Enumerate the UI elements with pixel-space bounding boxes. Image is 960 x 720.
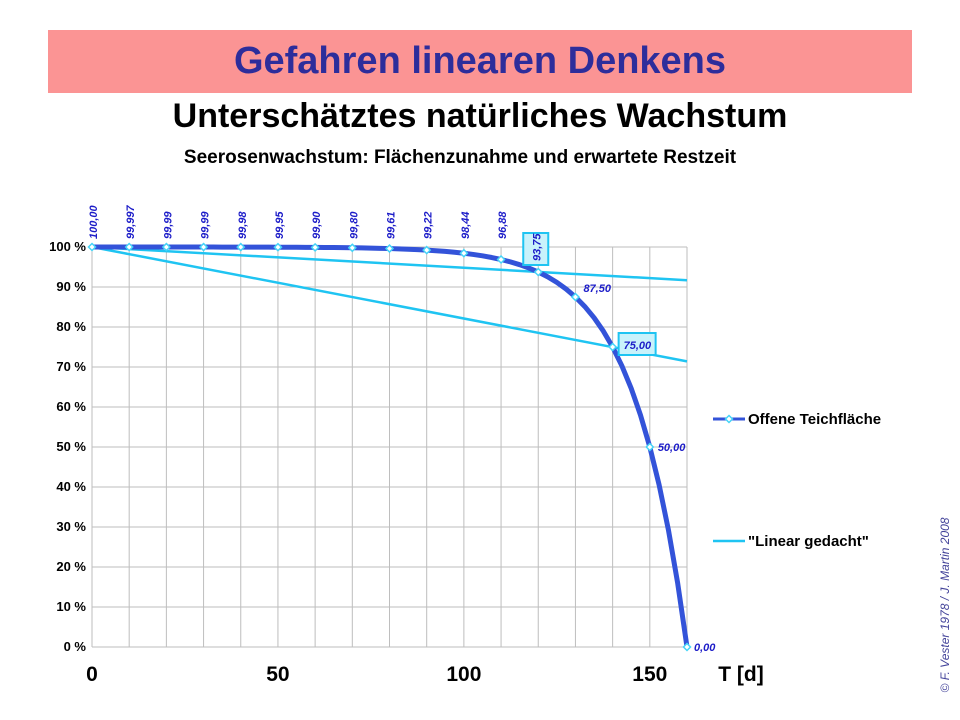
y-axis-tick-label: 80 % <box>56 319 86 334</box>
copyright-credit: © F. Vester 1978 / J. Martin 2008 <box>938 517 952 693</box>
x-axis-title: T [d] <box>718 663 764 686</box>
y-axis-tick-label: 60 % <box>56 399 86 414</box>
data-point-label: 99,90 <box>311 211 323 239</box>
data-point-label: 50,00 <box>658 442 686 454</box>
data-point-marker <box>496 254 506 265</box>
linear-gedacht-line <box>91 245 688 363</box>
data-point-label: 0,00 <box>694 642 716 654</box>
y-axis-tick-label: 70 % <box>56 359 86 374</box>
data-point-label: 98,44 <box>460 211 472 239</box>
x-axis-tick-label: 0 <box>86 663 98 686</box>
data-point-marker <box>199 242 209 252</box>
subtitle: Unterschätztes natürliches Wachstum <box>172 97 788 135</box>
y-axis-tick-label: 10 % <box>56 599 86 614</box>
data-point-label: 75,00 <box>624 340 652 352</box>
data-point-label: 99,98 <box>237 211 249 239</box>
data-point-label: 99,22 <box>423 211 435 239</box>
x-axis-tick-label: 100 <box>446 663 482 686</box>
linear-gedacht-line <box>91 245 688 282</box>
data-point-marker <box>347 243 357 253</box>
data-point-label: 87,50 <box>583 283 611 295</box>
legend-swatch-dark-line-icon <box>713 414 745 424</box>
page-title: Gefahren linearen Denkens <box>233 40 727 82</box>
data-point-label: 99,997 <box>125 204 137 239</box>
data-label-box <box>617 332 657 356</box>
legend-swatch-light-line-icon <box>713 539 745 543</box>
data-point-marker <box>459 248 469 258</box>
data-label-box <box>522 232 550 266</box>
y-axis-tick-label: 30 % <box>56 519 86 534</box>
data-point-label: 96,88 <box>497 211 509 239</box>
y-axis-tick-label: 90 % <box>56 279 86 294</box>
data-point-label: 99,95 <box>274 211 286 239</box>
data-point-label: 99,61 <box>386 211 398 239</box>
y-axis-tick-label: 20 % <box>56 559 86 574</box>
data-point-marker <box>310 242 320 252</box>
data-point-marker <box>124 242 134 252</box>
data-point-marker <box>570 292 580 302</box>
y-axis-tick-label: 100 % <box>49 239 86 254</box>
data-point-marker <box>161 242 171 252</box>
data-point-marker <box>236 242 246 252</box>
data-point-marker <box>273 242 283 252</box>
data-point-label: 93,75 <box>531 233 543 261</box>
data-point-marker <box>87 242 97 252</box>
legend-label-offene-teichflaeche: Offene Teichfläche <box>748 410 882 428</box>
title-banner: Gefahren linearen Denkens <box>48 30 912 93</box>
y-axis-tick-label: 50 % <box>56 439 86 454</box>
y-axis-tick-label: 40 % <box>56 479 86 494</box>
data-point-marker <box>645 442 655 452</box>
data-point-marker <box>422 245 432 255</box>
data-point-label: 99,99 <box>200 211 212 239</box>
legend-label-linear-gedacht: "Linear gedacht" <box>748 532 869 550</box>
legend-item-linear-gedacht: "Linear gedacht" <box>712 530 869 552</box>
legend-item-offene-teichflaeche: Offene Teichfläche <box>712 408 881 430</box>
data-point-marker <box>608 342 618 352</box>
y-axis-tick-label: 0 % <box>63 639 86 654</box>
data-point-label: 99,80 <box>348 211 360 239</box>
x-axis-tick-label: 150 <box>632 663 668 686</box>
chart-svg: 100,00 99,997 99,99 99,99 99,98 99,95 99,90 99,… <box>87 204 716 654</box>
x-axis-tick-label: 50 <box>266 663 290 686</box>
data-point-marker <box>533 267 543 277</box>
data-point-marker <box>384 243 395 254</box>
data-point-label: 100,00 <box>88 204 100 239</box>
chart-heading: Seerosenwachstum: Flächenzunahme und erw… <box>183 147 737 168</box>
data-point-label: 99,99 <box>162 211 174 239</box>
data-point-marker <box>682 642 692 652</box>
